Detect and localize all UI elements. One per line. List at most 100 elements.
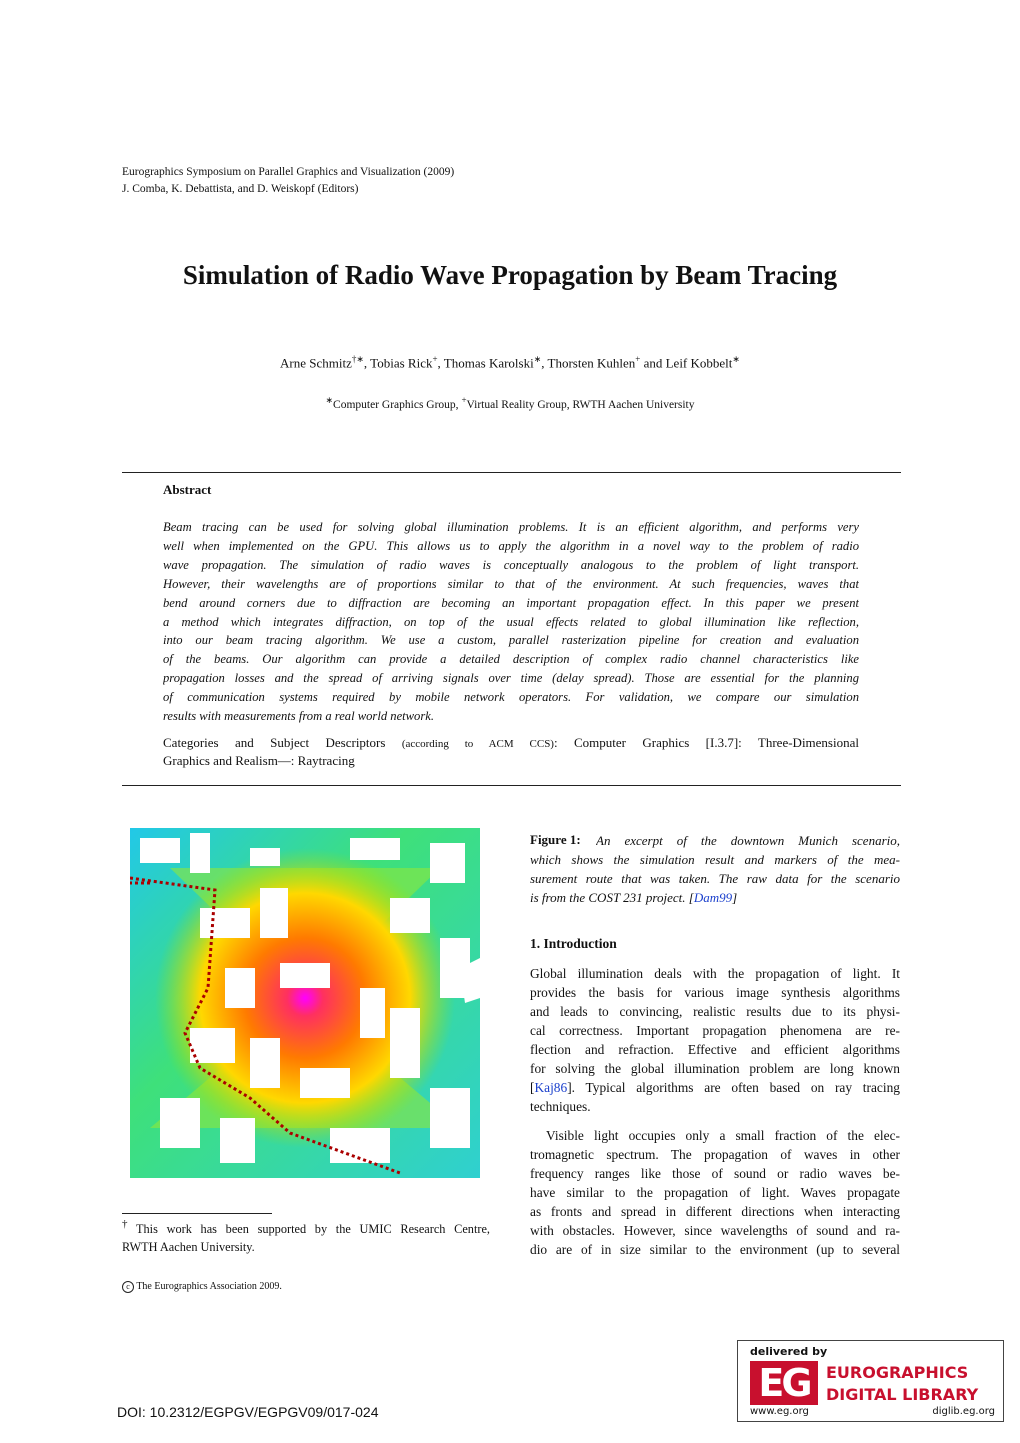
rule bbox=[122, 472, 901, 473]
text-line: as fronts and spread in different direct… bbox=[530, 1202, 900, 1221]
text: dio are of in size similar to the enviro… bbox=[530, 1242, 900, 1257]
logo-url: www.eg.org bbox=[750, 1406, 809, 1417]
text: Global illumination deals with the propa… bbox=[530, 966, 900, 981]
authors: Arne Schmitz†∗, Tobias Rick+, Thomas Kar… bbox=[0, 354, 1020, 371]
text-line: An excerpt of the downtown Munich scenar… bbox=[596, 831, 900, 850]
text-line: is from the COST 231 project. [Dam99] bbox=[530, 888, 900, 907]
text-line: techniques. bbox=[530, 1097, 900, 1116]
abstract-heading: Abstract bbox=[163, 482, 212, 497]
text-line: of the beams. Our algorithm can provide … bbox=[163, 652, 859, 667]
figure-image bbox=[130, 828, 480, 1178]
affiliation: Virtual Reality Group, RWTH Aachen Unive… bbox=[466, 398, 695, 411]
categories-note: (according to ACM CCS) bbox=[401, 738, 554, 750]
logo-url: diglib.eg.org bbox=[932, 1406, 995, 1417]
text: techniques. bbox=[530, 1099, 591, 1114]
text-line: [Kaj86]. Typical algorithms are often ba… bbox=[530, 1078, 900, 1097]
rule bbox=[122, 785, 901, 786]
affiliations: ∗Computer Graphics Group, +Virtual Reali… bbox=[0, 395, 1020, 411]
text-line: Global illumination deals with the propa… bbox=[530, 964, 900, 983]
text-line: which shows the simulation result and ma… bbox=[530, 850, 900, 869]
text-line: a method which integrates diffraction, o… bbox=[163, 614, 859, 629]
copyright-symbol: c bbox=[122, 1281, 134, 1293]
section-heading: 1. Introduction bbox=[530, 936, 617, 951]
categories: Categories and Subject Descriptors (acco… bbox=[163, 735, 859, 754]
text-line: of communication systems required by mob… bbox=[163, 690, 859, 705]
doi: DOI: 10.2312/EGPGV/EGPGV09/017-024 bbox=[117, 1404, 379, 1420]
text: as fronts and spread in different direct… bbox=[530, 1204, 900, 1219]
affiliation-mark: + bbox=[461, 395, 467, 405]
text-line: bend around corners due to diffraction a… bbox=[163, 595, 859, 610]
text-line: frequency ranges like those of sound or … bbox=[530, 1164, 900, 1183]
text-line: well when implemented on the GPU. This a… bbox=[163, 538, 859, 553]
copyright: c The Eurographics Association 2009. bbox=[122, 1281, 282, 1293]
text-line: for solving the global illumination prob… bbox=[530, 1059, 900, 1078]
affiliation-mark: ∗ bbox=[325, 395, 334, 405]
header-line: J. Comba, K. Debattista, and D. Weiskopf… bbox=[122, 183, 359, 195]
author-name: , Thomas Karolski bbox=[437, 355, 534, 371]
text-line: dio are of in size similar to the enviro… bbox=[530, 1240, 900, 1259]
text: tromagnetic spectrum. The propagation of… bbox=[530, 1147, 900, 1162]
text: and leads to convincing, realistic resul… bbox=[530, 1004, 900, 1019]
logo-delivered: delivered by bbox=[750, 1345, 828, 1358]
author-mark: ∗ bbox=[732, 354, 740, 364]
text-line: and leads to convincing, realistic resul… bbox=[530, 1002, 900, 1021]
text-line: surement route that was taken. The raw d… bbox=[530, 869, 900, 888]
text: is from the COST 231 project. [ bbox=[530, 890, 694, 905]
citation[interactable]: Kaj86 bbox=[534, 1080, 568, 1095]
footnote-rule bbox=[122, 1213, 272, 1214]
text-line: with obstacles. However, since wavelengt… bbox=[530, 1221, 900, 1240]
text-line: tromagnetic spectrum. The propagation of… bbox=[530, 1145, 900, 1164]
logo: delivered by EG EUROGRAPHICS DIGITAL LIB… bbox=[737, 1340, 1004, 1422]
figure-label: Figure 1: bbox=[530, 832, 581, 847]
text: cal correctness. Important propagation p… bbox=[530, 1023, 900, 1038]
text: ] bbox=[732, 890, 738, 905]
text: Visible light occupies only a small frac… bbox=[546, 1128, 900, 1143]
logo-line: EUROGRAPHICS bbox=[826, 1363, 969, 1382]
text: surement route that was taken. The raw d… bbox=[530, 871, 900, 886]
author-mark: †∗ bbox=[351, 354, 364, 364]
categories-label: Categories and Subject Descriptors bbox=[163, 735, 386, 750]
copyright-text: The Eurographics Association 2009. bbox=[136, 1281, 282, 1292]
footnote-line: RWTH Aachen University. bbox=[122, 1240, 255, 1254]
footnote-line: This work has been supported by the UMIC… bbox=[136, 1222, 490, 1236]
text-line: Beam tracing can be used for solving glo… bbox=[163, 520, 859, 534]
author-mark: ∗ bbox=[533, 354, 542, 364]
text: flection and refraction. Effective and e… bbox=[530, 1042, 900, 1057]
logo-mark: EG bbox=[750, 1361, 818, 1405]
text-line: into our beam tracing algorithm. We use … bbox=[163, 633, 859, 648]
text: [ bbox=[530, 1080, 535, 1095]
title: Simulation of Radio Wave Propagation by … bbox=[182, 260, 838, 290]
author-mark: + bbox=[432, 354, 438, 364]
text: have similar to the propagation of light… bbox=[530, 1185, 900, 1200]
text: ]. Typical algorithms are often based on… bbox=[567, 1080, 900, 1095]
text-line: flection and refraction. Effective and e… bbox=[530, 1040, 900, 1059]
text-line: results with measurements from a real wo… bbox=[163, 709, 434, 723]
text-line: have similar to the propagation of light… bbox=[530, 1183, 900, 1202]
author-name: Arne Schmitz bbox=[280, 355, 352, 371]
text: for solving the global illumination prob… bbox=[530, 1061, 900, 1076]
author-name: , Tobias Rick bbox=[363, 355, 433, 371]
footnote-mark: † bbox=[122, 1218, 128, 1230]
author-mark: + bbox=[635, 354, 641, 364]
text: frequency ranges like those of sound or … bbox=[530, 1166, 900, 1181]
text: which shows the simulation result and ma… bbox=[530, 852, 900, 867]
text-line: However, their wavelengths are of propor… bbox=[163, 576, 859, 591]
header-line: Eurographics Symposium on Parallel Graph… bbox=[122, 166, 455, 178]
logo-line: DIGITAL LIBRARY bbox=[826, 1385, 979, 1404]
text-line: wave propagation. The simulation of radi… bbox=[163, 557, 859, 572]
citation[interactable]: Dam99 bbox=[693, 890, 733, 905]
header: Eurographics Symposium on Parallel Graph… bbox=[122, 164, 454, 198]
author-name: and Leif Kobbelt bbox=[640, 355, 733, 371]
categories-line: Graphics and Realism—: Raytracing bbox=[163, 753, 355, 768]
categories-text: : Computer Graphics [I.3.7]: Three-Dimen… bbox=[553, 735, 859, 750]
author-name: , Thorsten Kuhlen bbox=[541, 355, 636, 371]
affiliation: Computer Graphics Group, bbox=[333, 398, 462, 411]
text: with obstacles. However, since wavelengt… bbox=[530, 1223, 900, 1238]
text-line: propagation losses and the spread of arr… bbox=[163, 671, 859, 686]
text: An excerpt of the downtown Munich scenar… bbox=[596, 833, 900, 848]
text: provides the basis for various image syn… bbox=[530, 985, 900, 1000]
text-line: Visible light occupies only a small frac… bbox=[546, 1126, 900, 1145]
text-line: provides the basis for various image syn… bbox=[530, 983, 900, 1002]
text-line: cal correctness. Important propagation p… bbox=[530, 1021, 900, 1040]
